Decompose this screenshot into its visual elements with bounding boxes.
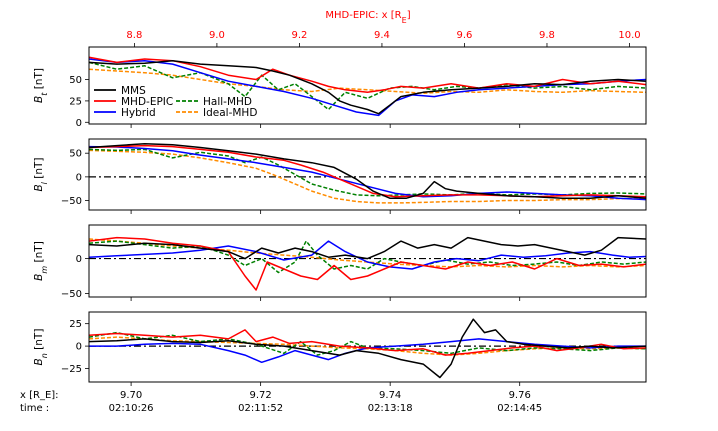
series-mhd-epic: [88, 236, 647, 291]
top-axis-title: MHD-EPIC: x [RE]: [325, 10, 410, 25]
panels-group: 8.8 9.0 9.2 9.4 9.6 9.8 10.0 0 25 50 Bt [nT] −50 0 50…: [33, 30, 647, 414]
time-tick-label: 02:11:52: [238, 403, 283, 414]
top-tick-label: 9.8: [539, 30, 555, 41]
x-tick-label: 9.76: [509, 390, 531, 401]
y-tick-label: −50: [61, 196, 82, 207]
panel-4: −25 0 25 Bn [nT]: [33, 311, 647, 386]
panel-3: −50 0 Bm [nT]: [33, 224, 647, 301]
top-tick-label: 9.0: [209, 30, 225, 41]
y-tick-label: −50: [61, 289, 82, 300]
top-tick-label: 10.0: [618, 30, 640, 41]
y-tick-label: 25: [69, 96, 82, 107]
x-row-label: x [R_E]:: [20, 390, 59, 401]
y-tick-label: 0: [76, 342, 82, 353]
panel-frame: [88, 46, 647, 125]
y-tick-label: 50: [69, 149, 82, 160]
panel-1: 0 25 50 Bt [nT]: [33, 46, 647, 129]
time-tick-label: 02:14:45: [497, 403, 542, 414]
x-tick-label: 9.72: [250, 390, 272, 401]
series-mhd-epic: [88, 56, 647, 94]
series-ideal-mhd: [88, 68, 647, 94]
top-tick-label: 9.6: [457, 30, 473, 41]
series-mhd-epic: [88, 329, 647, 356]
y-tick-label: 0: [76, 118, 82, 129]
legend-label: Hybrid: [121, 107, 156, 119]
panel-2: −50 0 50 Bl [nT]: [33, 138, 647, 214]
y-axis-label: Bm [nT]: [33, 241, 49, 281]
time-tick-label: 02:10:26: [109, 403, 154, 414]
legend-label: MMS: [121, 85, 146, 97]
time-tick-label: 02:13:18: [368, 403, 413, 414]
panel-frame: [88, 224, 647, 298]
panel-frame: [88, 138, 647, 211]
y-tick-label: 0: [76, 172, 82, 183]
series-hybrid: [88, 58, 647, 117]
top-tick-label: 9.2: [291, 30, 307, 41]
legend-label: Ideal-MHD: [203, 107, 257, 119]
series-mms: [88, 142, 647, 199]
series-ideal-mhd: [88, 149, 646, 204]
time-row-label: time :: [20, 403, 49, 414]
series-hall-mhd: [88, 240, 647, 274]
y-axis-label: Bt [nT]: [33, 68, 49, 103]
top-tick-label: 8.8: [126, 30, 142, 41]
x-tick-label: 9.70: [120, 390, 142, 401]
y-axis-label: Bn [nT]: [33, 329, 49, 366]
top-tick-label: 9.4: [374, 30, 390, 41]
series-hall-mhd: [88, 331, 647, 356]
series-hall-mhd: [88, 148, 647, 197]
legend-label: Hall-MHD: [203, 96, 252, 108]
y-tick-label: 25: [69, 319, 82, 330]
y-tick-label: 50: [69, 75, 82, 86]
y-axis-label: Bl [nT]: [33, 157, 49, 191]
series-mms: [88, 318, 647, 379]
y-tick-label: 0: [76, 254, 82, 265]
panel-frame: [88, 311, 647, 383]
series-mhd-epic: [88, 144, 647, 198]
x-tick-label: 9.74: [379, 390, 401, 401]
series-mms: [88, 59, 647, 115]
series-mms: [88, 236, 647, 260]
legend-label: MHD-EPIC: [121, 96, 173, 108]
series-hybrid: [89, 338, 646, 364]
y-tick-label: −25: [61, 364, 82, 375]
